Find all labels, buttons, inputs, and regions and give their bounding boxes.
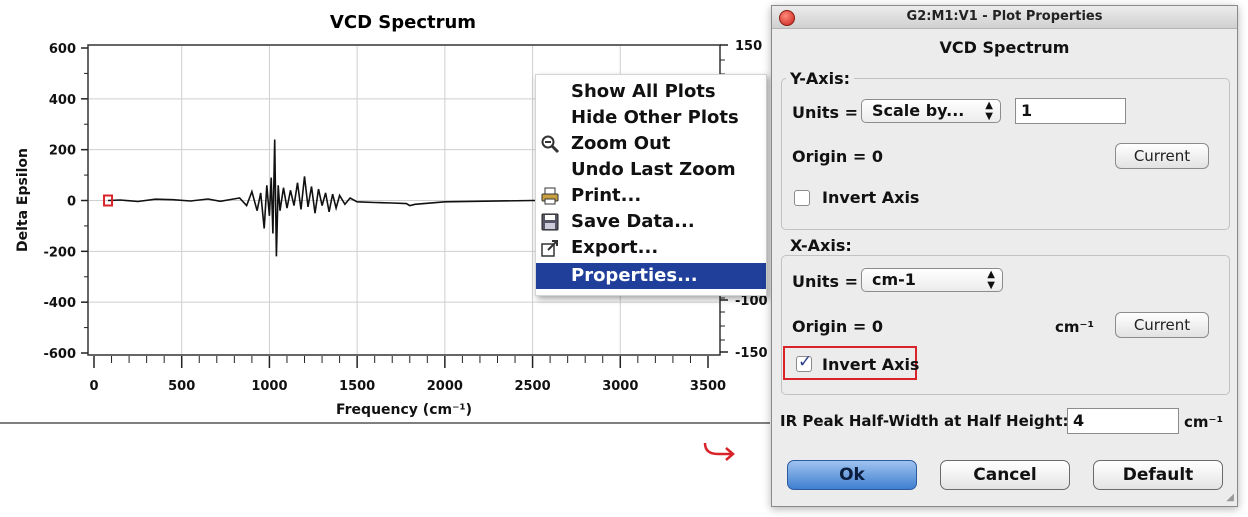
y-tick-label: -200 <box>43 245 76 260</box>
y-tick-label: 400 <box>49 93 76 108</box>
chart-title: VCD Spectrum <box>330 12 476 33</box>
x-axis-group-label: X-Axis: <box>786 236 856 255</box>
y-tick-label: -400 <box>43 296 76 311</box>
menu-item-label: Save Data... <box>571 211 695 232</box>
x-units-select[interactable]: cm-1 ▲ ▼ <box>861 268 1003 292</box>
y-tick-label: 200 <box>49 144 76 159</box>
start-marker-icon <box>103 194 114 207</box>
x-tick-label: 2000 <box>427 379 463 394</box>
context-menu: Show All Plots Hide Other Plots Zoom Out… <box>535 74 767 296</box>
y-units-select[interactable]: Scale by... ▲ ▼ <box>861 99 1001 123</box>
x-tick-label: 2500 <box>514 379 550 394</box>
y-tick-label: 0 <box>67 195 76 210</box>
x-origin-unit: cm⁻¹ <box>1055 318 1094 336</box>
x-axis-title: Frequency (cm⁻¹) <box>336 402 472 418</box>
x-tick-label: 1000 <box>251 379 287 394</box>
dialog-titlebar[interactable]: G2:M1:V1 - Plot Properties <box>772 6 1237 29</box>
x-axis-bottom: 0 500 1000 1500 2000 2500 3000 3500 <box>89 356 726 394</box>
y-invert-checkbox[interactable] <box>794 190 810 206</box>
ok-button[interactable]: Ok <box>787 460 917 490</box>
export-icon <box>540 238 560 258</box>
menu-item-label: Zoom Out <box>571 133 671 154</box>
y-invert-label: Invert Axis <box>822 188 920 207</box>
menu-item-hide-other-plots[interactable]: Hide Other Plots <box>536 105 766 131</box>
resize-grip-icon[interactable]: ◢ <box>1226 492 1234 503</box>
right-tick-label: -150 <box>735 346 768 361</box>
chevron-updown-icon: ▲ ▼ <box>985 100 993 122</box>
x-units-value: cm-1 <box>872 270 916 289</box>
ir-peak-label: IR Peak Half-Width at Half Height: <box>780 412 1069 430</box>
ir-peak-unit: cm⁻¹ <box>1184 413 1223 431</box>
y-axis-left: 600 400 200 0 -200 -400 -600 <box>43 42 88 362</box>
menu-item-export[interactable]: Export... <box>536 235 766 261</box>
x-invert-label: Invert Axis <box>822 355 920 374</box>
x-origin-label: Origin = 0 <box>792 317 883 336</box>
cancel-button[interactable]: Cancel <box>940 460 1070 490</box>
zoom-out-icon <box>540 134 560 154</box>
ir-peak-input[interactable]: 4 <box>1067 408 1179 434</box>
y-scale-input[interactable]: 1 <box>1015 98 1126 124</box>
chevron-updown-icon: ▲ ▼ <box>987 269 995 291</box>
plot-properties-dialog: G2:M1:V1 - Plot Properties VCD Spectrum … <box>771 5 1238 507</box>
menu-item-label: Show All Plots <box>571 81 716 102</box>
menu-item-label: Properties... <box>571 265 698 286</box>
y-units-value: Scale by... <box>872 101 965 120</box>
x-axis-group <box>781 255 1230 395</box>
menu-item-label: Export... <box>571 237 659 258</box>
x-invert-highlight <box>783 346 917 380</box>
x-invert-checkbox[interactable]: ✓ <box>796 352 812 372</box>
x-units-label: Units = <box>792 272 859 291</box>
y-tick-label: 600 <box>49 42 76 57</box>
menu-item-label: Print... <box>571 185 642 206</box>
x-tick-label: 1500 <box>339 379 375 394</box>
y-axis-right: 150 -100 -150 <box>720 39 768 361</box>
x-current-button[interactable]: Current <box>1115 312 1209 338</box>
menu-item-label: Undo Last Zoom <box>571 159 736 180</box>
x-origin-unit-text: cm⁻¹ <box>1055 318 1095 336</box>
dialog-heading: VCD Spectrum <box>939 38 1070 57</box>
menu-item-undo-last-zoom[interactable]: Undo Last Zoom <box>536 157 766 183</box>
menu-item-properties[interactable]: Properties... <box>536 263 766 289</box>
close-icon[interactable] <box>779 10 795 26</box>
x-tick-label: 3000 <box>602 379 638 394</box>
menu-item-show-all-plots[interactable]: Show All Plots <box>536 79 766 105</box>
x-tick-label: 500 <box>168 379 195 394</box>
menu-item-print[interactable]: Print... <box>536 183 766 209</box>
ir-peak-value: 4 <box>1073 411 1085 430</box>
save-icon <box>540 212 560 232</box>
print-icon <box>540 186 560 206</box>
y-axis-title: Delta Epsilon <box>15 148 31 252</box>
checkmark-icon: ✓ <box>798 352 813 372</box>
menu-item-zoom-out[interactable]: Zoom Out <box>536 131 766 157</box>
x-tick-label: 3500 <box>690 379 726 394</box>
arrow-icon <box>703 442 735 461</box>
spectrum-line <box>107 139 708 257</box>
menu-item-save-data[interactable]: Save Data... <box>536 209 766 235</box>
y-units-label: Units = <box>792 103 859 122</box>
y-axis-group <box>781 78 1230 230</box>
y-current-button[interactable]: Current <box>1115 143 1209 169</box>
x-tick-label: 0 <box>89 379 98 394</box>
y-origin-label: Origin = 0 <box>792 147 883 166</box>
y-tick-label: -600 <box>43 347 76 362</box>
series-group <box>103 139 708 257</box>
y-axis-group-label: Y-Axis: <box>786 69 854 88</box>
dialog-title: G2:M1:V1 - Plot Properties <box>906 9 1103 24</box>
menu-item-label: Hide Other Plots <box>571 107 739 128</box>
right-tick-label: 150 <box>735 39 762 54</box>
default-button[interactable]: Default <box>1093 460 1223 490</box>
ir-peak-unit-text: cm⁻¹ <box>1184 413 1224 431</box>
right-tick-label: -100 <box>735 294 768 309</box>
y-scale-value: 1 <box>1021 101 1033 120</box>
